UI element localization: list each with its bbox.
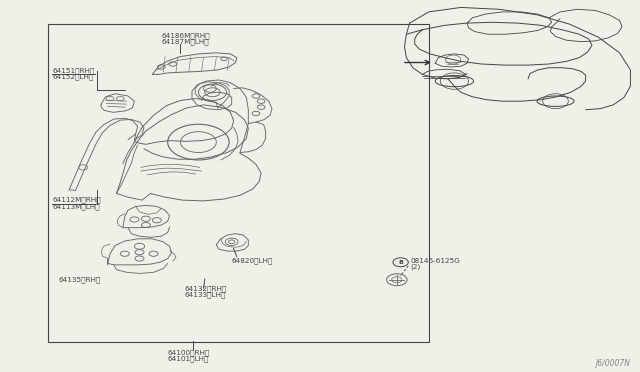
Text: 64151〈RH〉: 64151〈RH〉 — [52, 67, 95, 74]
Text: 64152〈LH〉: 64152〈LH〉 — [52, 74, 94, 80]
Text: 64133〈LH〉: 64133〈LH〉 — [184, 292, 226, 298]
Text: 08146-6125G: 08146-6125G — [410, 258, 460, 264]
Text: 64100〈RH〉: 64100〈RH〉 — [168, 349, 210, 356]
Text: B: B — [398, 260, 403, 265]
Text: J6/0007N: J6/0007N — [595, 359, 630, 368]
Text: 64187M〈LH〉: 64187M〈LH〉 — [161, 38, 209, 45]
Text: 64186M〈RH〉: 64186M〈RH〉 — [161, 32, 210, 39]
Text: 64101〈LH〉: 64101〈LH〉 — [168, 355, 209, 362]
Text: 64113M〈LH〉: 64113M〈LH〉 — [52, 203, 100, 210]
Text: 64820〈LH〉: 64820〈LH〉 — [232, 258, 273, 264]
Text: (2): (2) — [410, 264, 420, 270]
Bar — [48, 24, 429, 342]
Text: 64135〈RH〉: 64135〈RH〉 — [59, 276, 101, 283]
Text: 64132〈RH〉: 64132〈RH〉 — [184, 286, 227, 292]
Text: 64112M〈RH〉: 64112M〈RH〉 — [52, 197, 101, 203]
